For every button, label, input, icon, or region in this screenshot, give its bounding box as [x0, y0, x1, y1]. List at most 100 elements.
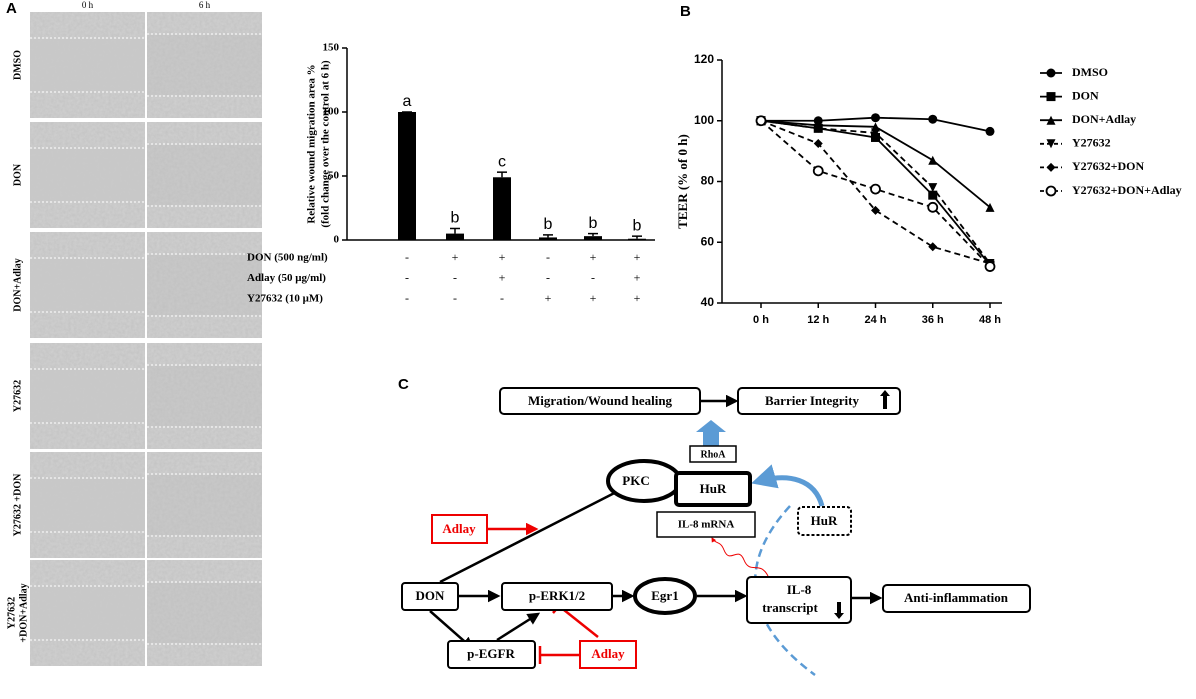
wound-band [147, 255, 262, 315]
legend-label: DON+Adlay [1072, 112, 1136, 126]
significance-label: b [451, 210, 460, 227]
legend-marker [1046, 92, 1056, 102]
up-arrow-icon [880, 390, 890, 409]
treatment-mark: - [453, 270, 457, 284]
x-tick-label: 36 h [922, 314, 944, 326]
row-label: Y27632 [12, 380, 23, 412]
node [674, 471, 752, 507]
node-label: HuR [700, 481, 727, 496]
node [689, 445, 737, 463]
marker [928, 190, 938, 200]
node-label: Adlay [442, 521, 476, 536]
row-label: DON+Adlay [12, 258, 23, 311]
node-label: HuR [811, 513, 838, 528]
inhibition [558, 605, 599, 638]
marker [871, 128, 880, 138]
y-tick-label: 40 [701, 295, 715, 309]
legend-marker [1045, 185, 1057, 197]
series-line [760, 119, 991, 265]
y-tick-label: 150 [323, 42, 340, 54]
row-label: Y27632 +DON [12, 473, 23, 536]
bar [398, 112, 416, 240]
y-tick-label: 80 [701, 174, 715, 188]
node [501, 582, 613, 611]
significance-label: b [633, 217, 642, 234]
node-label: Anti-inflammation [904, 590, 1009, 605]
bar [446, 233, 464, 240]
significance-label: b [544, 216, 553, 233]
wound-band [30, 39, 145, 91]
treatment-mark: + [590, 250, 597, 264]
treatment-mark: + [545, 291, 552, 305]
significance-label: a [403, 93, 412, 110]
significance-label: c [498, 153, 506, 170]
bar [493, 177, 511, 240]
node-label: RhoA [700, 449, 726, 460]
bar [584, 236, 602, 240]
arrow [496, 612, 541, 642]
treatment-label: Y27632 (10 μM) [247, 293, 323, 305]
panel-label: A [6, 0, 17, 17]
node [656, 511, 756, 538]
down-arrow-icon [834, 602, 844, 619]
micrograph-texture [147, 560, 262, 666]
treatment-mark: + [452, 250, 459, 264]
row-label: Y27632 [6, 597, 17, 629]
treatment-mark: - [591, 270, 595, 284]
node-label: transcript [762, 600, 818, 615]
y-tick-label: 0 [334, 234, 340, 246]
marker [928, 242, 938, 252]
treatment-mark: + [499, 250, 506, 264]
wound-band [30, 370, 145, 422]
y-axis-label: TEER (% of 0 h) [675, 134, 690, 229]
marker [985, 202, 995, 212]
node [447, 640, 536, 669]
marker [813, 123, 823, 133]
legend-marker [1046, 68, 1056, 78]
node-label: Adlay [591, 646, 625, 661]
marker [928, 183, 938, 193]
panel-label: B [680, 3, 691, 20]
marker [871, 205, 880, 215]
treatment-mark: - [546, 250, 550, 264]
row-label: DON [12, 163, 23, 186]
legend-label: Y27632+DON [1072, 159, 1145, 173]
micrograph-texture [147, 122, 262, 228]
y-tick-label: 60 [701, 234, 715, 248]
node [401, 582, 459, 611]
marker [985, 126, 995, 136]
treatment-mark: - [405, 250, 409, 264]
significance-label: b [589, 215, 598, 232]
micrograph-texture [147, 452, 262, 558]
node-label: IL-8 mRNA [678, 519, 735, 531]
node-label: p-EGFR [467, 646, 515, 661]
legend-marker [1046, 162, 1056, 172]
treatment-mark: - [405, 270, 409, 284]
wound-band [30, 587, 145, 639]
node-label: Migration/Wound healing [528, 393, 673, 408]
legend-label: Y27632 [1072, 136, 1111, 150]
bar [539, 237, 557, 240]
wound-band [147, 475, 262, 535]
marker [871, 113, 880, 123]
node [797, 506, 852, 536]
wound-band [30, 149, 145, 201]
series-line [760, 120, 991, 268]
line-chart: 40 60 80 100 120 0 h 12 h 24 h 36 h 48 h TEER (% o… [675, 52, 1182, 326]
wound-band [147, 145, 262, 205]
y-tick-label: 100 [323, 106, 340, 118]
marker [927, 201, 939, 213]
wave-arrow [711, 537, 769, 577]
treatment-mark: + [634, 270, 641, 284]
wound-band [147, 366, 262, 426]
x-tick-label: 24 h [864, 314, 886, 326]
treatment-mark: - [405, 291, 409, 305]
marker [871, 132, 880, 142]
node-label: DON [416, 588, 446, 603]
row-label: +DON+Adlay [18, 583, 29, 642]
y-axis-label: (fold change over the control at 6 h) [320, 60, 332, 228]
node [499, 387, 701, 415]
node [431, 514, 488, 544]
legend-marker [1046, 115, 1056, 125]
